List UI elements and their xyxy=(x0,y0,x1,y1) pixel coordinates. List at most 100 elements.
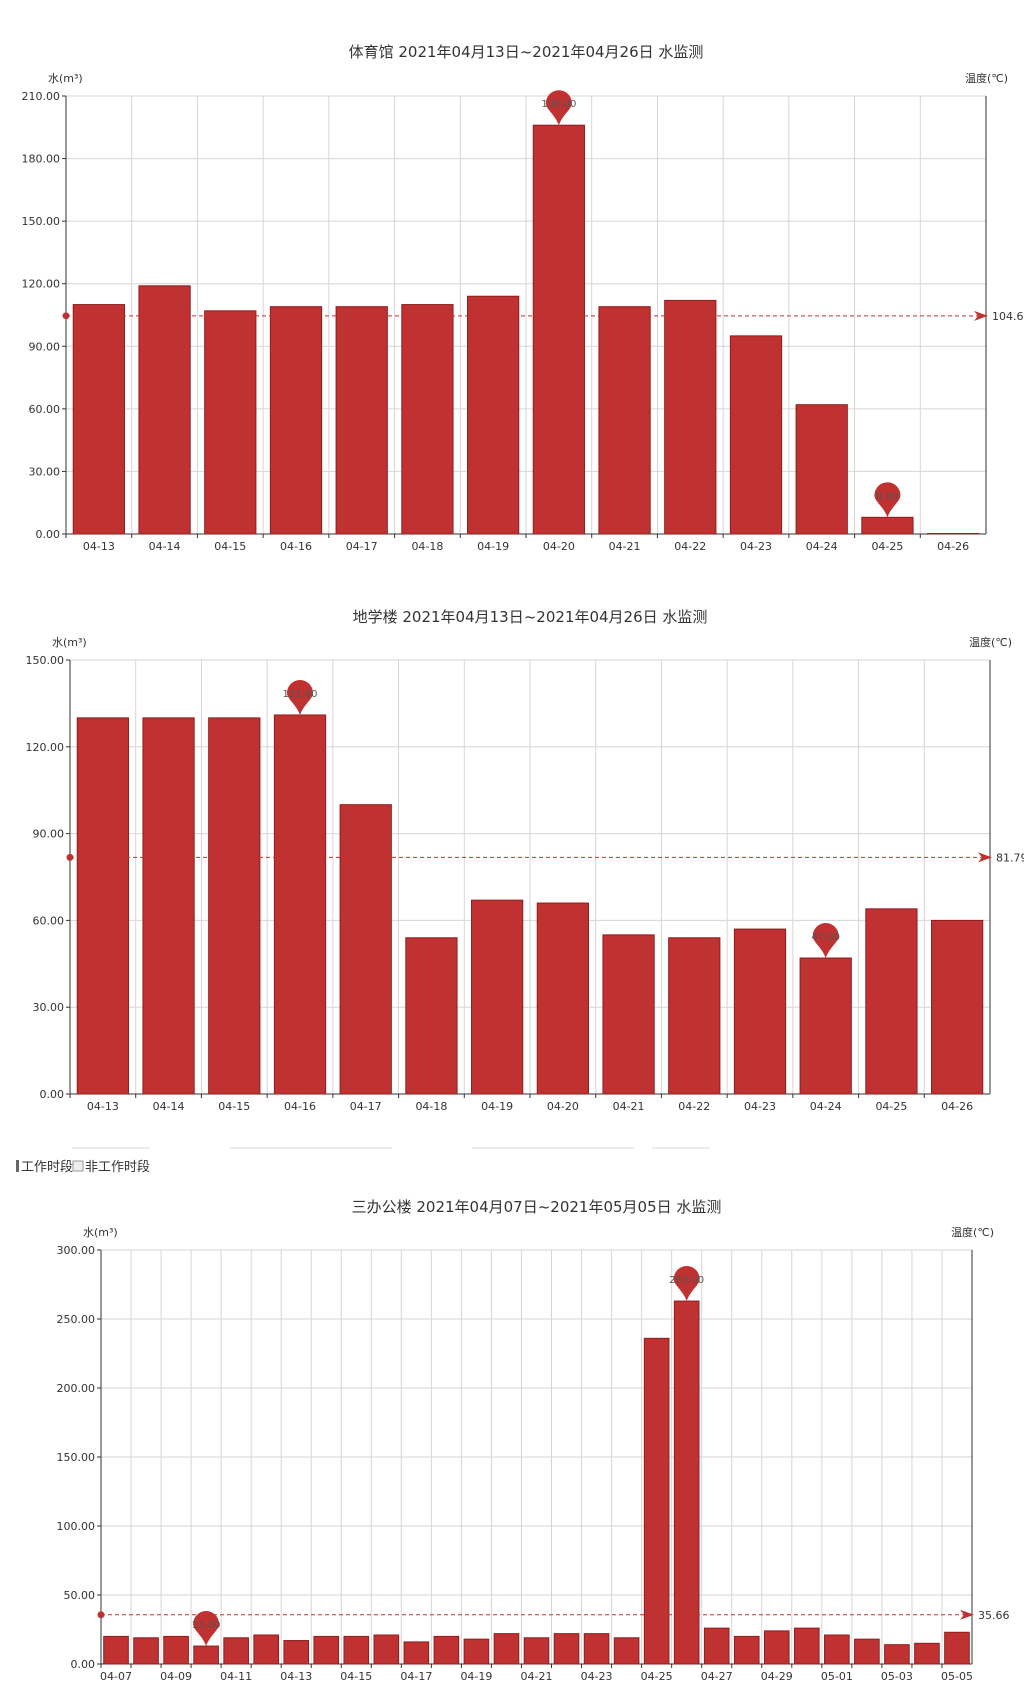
bar xyxy=(763,1630,790,1665)
bar xyxy=(76,717,129,1095)
bar xyxy=(193,1645,219,1665)
bar xyxy=(824,1634,850,1665)
bar xyxy=(668,937,721,1095)
bar xyxy=(795,404,848,535)
y-axis-name: 水(m³) xyxy=(48,72,83,85)
y2-axis-name: 温度(℃) xyxy=(969,635,1012,649)
bar xyxy=(523,1637,550,1665)
bar xyxy=(914,1642,940,1665)
average-line-arrow xyxy=(960,1609,974,1620)
bar xyxy=(536,902,589,1095)
x-tick-label: 04-13 xyxy=(280,1670,312,1683)
x-tick-label: 04-21 xyxy=(613,1100,645,1113)
x-tick-label: 04-24 xyxy=(810,1100,842,1113)
bar xyxy=(602,934,655,1095)
mark-point-label: 8.00 xyxy=(876,491,898,502)
x-tick-label: 04-20 xyxy=(543,540,575,553)
bar xyxy=(583,1633,610,1665)
x-tick-label: 04-27 xyxy=(701,1670,733,1683)
x-tick-label: 04-21 xyxy=(609,540,641,553)
x-tick-label: 04-18 xyxy=(411,540,443,553)
bar xyxy=(799,957,852,1095)
x-tick-label: 04-19 xyxy=(460,1670,492,1683)
bar xyxy=(403,1641,430,1665)
x-tick-label: 04-14 xyxy=(153,1100,185,1113)
bar xyxy=(703,1627,730,1665)
bar xyxy=(553,1633,580,1665)
y2-axis-name: 温度(℃) xyxy=(965,71,1008,85)
y-tick-label: 90.00 xyxy=(33,828,65,841)
y-tick-label: 0.00 xyxy=(71,1658,96,1671)
x-tick-label: 04-15 xyxy=(340,1670,372,1683)
bar xyxy=(253,1634,280,1665)
y-tick-label: 250.00 xyxy=(57,1313,96,1326)
x-tick-label: 04-13 xyxy=(87,1100,119,1113)
x-tick-label: 04-19 xyxy=(477,540,509,553)
bar xyxy=(405,937,458,1095)
x-tick-label: 04-25 xyxy=(875,1100,907,1113)
average-label: 104.6 xyxy=(992,310,1024,323)
y-axis-name: 水(m³) xyxy=(52,636,87,649)
bar xyxy=(283,1640,310,1665)
bar xyxy=(793,1627,820,1665)
mark-point-label: 263.00 xyxy=(669,1275,704,1286)
x-tick-label: 04-09 xyxy=(160,1670,192,1683)
y-tick-label: 150.00 xyxy=(22,215,61,228)
y-tick-label: 60.00 xyxy=(33,914,65,927)
x-tick-label: 04-16 xyxy=(280,540,312,553)
bar xyxy=(673,1300,700,1665)
y-tick-label: 200.00 xyxy=(57,1382,96,1395)
y-axis-name: 水(m³) xyxy=(83,1226,118,1239)
x-tick-label: 04-24 xyxy=(806,540,838,553)
bar xyxy=(854,1638,880,1665)
average-label: 35.66 xyxy=(978,1609,1010,1622)
bar xyxy=(433,1635,460,1665)
x-tick-label: 04-25 xyxy=(641,1670,673,1683)
bar xyxy=(927,533,980,535)
x-tick-label: 04-23 xyxy=(744,1100,776,1113)
average-label: 81.79 xyxy=(996,851,1024,864)
x-tick-label: 04-16 xyxy=(284,1100,316,1113)
x-tick-label: 04-18 xyxy=(415,1100,447,1113)
bar xyxy=(335,306,388,535)
bar xyxy=(204,310,257,535)
y-tick-label: 210.00 xyxy=(22,90,61,103)
y-tick-label: 30.00 xyxy=(33,1001,65,1014)
bar xyxy=(598,306,651,535)
bar xyxy=(944,1631,970,1665)
x-tick-label: 04-13 xyxy=(83,540,115,553)
bar xyxy=(733,1635,760,1665)
bar xyxy=(313,1635,340,1665)
x-tick-label: 04-26 xyxy=(941,1100,973,1113)
bar xyxy=(532,124,585,535)
y-tick-label: 120.00 xyxy=(26,741,65,754)
y-tick-label: 120.00 xyxy=(22,278,61,291)
legend-item-nonwork[interactable]: 非工作时段 xyxy=(85,1160,150,1175)
legend-swatch-nonwork[interactable] xyxy=(72,1160,84,1172)
bar xyxy=(208,717,261,1095)
bar xyxy=(163,1635,189,1665)
x-tick-label: 04-15 xyxy=(218,1100,250,1113)
average-line-arrow xyxy=(974,310,988,321)
mark-point-pin xyxy=(545,90,572,126)
mark-point-label: 131.00 xyxy=(283,689,318,700)
average-line-arrow xyxy=(978,852,992,863)
bar xyxy=(664,299,717,535)
x-tick-label: 04-29 xyxy=(761,1670,793,1683)
mark-point-pin xyxy=(812,923,839,959)
bar xyxy=(463,1638,490,1665)
bar xyxy=(733,928,787,1095)
y-tick-label: 180.00 xyxy=(22,153,61,166)
legend-item-work[interactable]: 工作时段 xyxy=(21,1160,73,1175)
x-tick-label: 04-26 xyxy=(937,540,969,553)
bar xyxy=(373,1634,400,1665)
bar xyxy=(467,295,520,535)
bar xyxy=(493,1633,520,1665)
legend: 工作时段 非工作时段 xyxy=(16,1147,710,1175)
bar xyxy=(273,714,327,1095)
legend-swatch-work[interactable] xyxy=(16,1160,19,1172)
mark-point-pin xyxy=(673,1266,700,1302)
